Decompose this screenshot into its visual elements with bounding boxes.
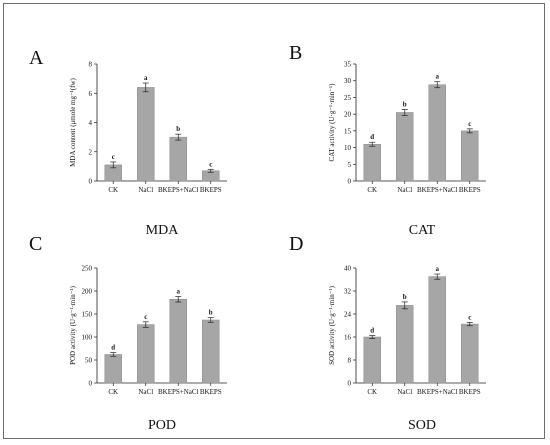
y-tick-label: 10: [344, 144, 352, 152]
x-tick-label: NaCl: [138, 388, 153, 396]
x-tick-label: BKEPS: [459, 388, 481, 396]
x-tick-label: NaCl: [397, 388, 412, 396]
panel-letter: A: [29, 47, 44, 69]
x-tick-label: CK: [108, 186, 118, 194]
y-tick-label: 150: [82, 311, 93, 319]
x-tick-label: BKEPS+NaCl: [417, 388, 458, 396]
y-tick-label: 8: [348, 357, 352, 365]
y-tick-label: 50: [85, 357, 93, 365]
panel-a: A MDA 0 2 4 6 8 MDA content (μmole mg⁻¹(fw) c CK a…: [29, 47, 227, 238]
bar: [169, 136, 187, 182]
y-tick-label: 5: [348, 161, 352, 169]
y-tick-label: 100: [82, 334, 93, 342]
y-axis-label: MDA content (μmole mg⁻¹(fw): [69, 77, 77, 166]
x-tick-label: BKEPS+NaCl: [417, 186, 458, 194]
significance-letter: a: [144, 74, 148, 82]
x-tick-label: CK: [367, 388, 377, 396]
bar: [137, 87, 155, 182]
panel-b: B CAT 0 5 10 15 20 25 30 35 CAT activity (U·g⁻¹·mi…: [289, 42, 486, 238]
panel-d: D SOD 0 8 16 24 32 40 SOD activity (U·g⁻¹·min⁻¹)…: [289, 233, 486, 433]
significance-letter: d: [370, 327, 374, 335]
bar: [461, 323, 479, 384]
panel-letter: B: [289, 42, 302, 64]
y-tick-label: 2: [89, 148, 93, 156]
significance-letter: b: [403, 100, 407, 108]
significance-letter: b: [403, 293, 407, 301]
x-tick-label: CK: [367, 186, 377, 194]
bar: [428, 84, 446, 182]
y-axis-label: POD activity (U·g⁻¹·min⁻¹): [69, 285, 77, 365]
bar: [137, 324, 155, 384]
y-tick-label: 8: [89, 61, 93, 69]
y-tick-label: 0: [89, 380, 93, 388]
y-tick-label: 6: [89, 90, 93, 98]
y-tick-label: 200: [82, 288, 93, 296]
y-tick-label: 40: [344, 265, 352, 273]
y-tick-label: 250: [82, 265, 93, 273]
y-tick-label: 4: [89, 119, 93, 127]
bar: [104, 354, 122, 384]
x-tick-label: NaCl: [397, 186, 412, 194]
figure-frame: A MDA 0 2 4 6 8 MDA content (μmole mg⁻¹(fw) c CK a…: [3, 3, 545, 439]
x-tick-label: CK: [108, 388, 118, 396]
significance-letter: a: [436, 265, 440, 273]
y-tick-label: 25: [344, 94, 352, 102]
x-tick-label: BKEPS: [459, 186, 481, 194]
panel-letter: C: [29, 233, 42, 255]
y-tick-label: 0: [348, 178, 352, 186]
bar: [202, 319, 220, 384]
bar: [396, 305, 414, 384]
y-tick-label: 20: [344, 111, 352, 119]
significance-letter: a: [177, 288, 181, 296]
panel-caption: SOD: [408, 418, 436, 433]
panel-caption: CAT: [409, 223, 436, 238]
y-tick-label: 35: [344, 61, 352, 69]
bar: [396, 112, 414, 182]
significance-letter: c: [112, 153, 115, 161]
y-tick-label: 0: [89, 178, 93, 186]
bar: [169, 299, 187, 384]
x-tick-label: BKEPS: [200, 186, 222, 194]
significance-letter: c: [468, 313, 471, 321]
x-tick-label: BKEPS: [200, 388, 222, 396]
y-axis-label: CAT activity (U·g⁻¹·min⁻¹): [328, 83, 336, 162]
panel-caption: POD: [148, 418, 176, 433]
significance-letter: c: [468, 120, 471, 128]
significance-letter: d: [111, 344, 115, 352]
y-tick-label: 15: [344, 127, 352, 135]
significance-letter: a: [436, 73, 440, 81]
y-tick-label: 16: [344, 334, 352, 342]
y-tick-label: 24: [344, 311, 352, 319]
y-tick-label: 32: [344, 288, 352, 296]
panel-caption: MDA: [146, 223, 180, 238]
y-tick-label: 30: [344, 77, 352, 85]
y-tick-label: 0: [348, 380, 352, 388]
significance-letter: c: [144, 313, 147, 321]
panel-c: C POD 0 50 100 150 200 250 POD activity (U·g⁻¹·m…: [29, 233, 227, 433]
x-tick-label: BKEPS+NaCl: [158, 388, 199, 396]
x-tick-label: NaCl: [138, 186, 153, 194]
panel-letter: D: [289, 233, 303, 255]
y-axis-label: SOD activity (U·g⁻¹·min⁻¹): [328, 285, 336, 365]
bar: [363, 336, 381, 384]
significance-letter: b: [176, 125, 180, 133]
bar: [428, 276, 446, 384]
significance-letter: d: [370, 133, 374, 141]
significance-letter: b: [209, 309, 213, 317]
significance-letter: c: [209, 160, 212, 168]
bar: [363, 143, 381, 182]
x-tick-label: BKEPS+NaCl: [158, 186, 199, 194]
bar: [461, 130, 479, 182]
